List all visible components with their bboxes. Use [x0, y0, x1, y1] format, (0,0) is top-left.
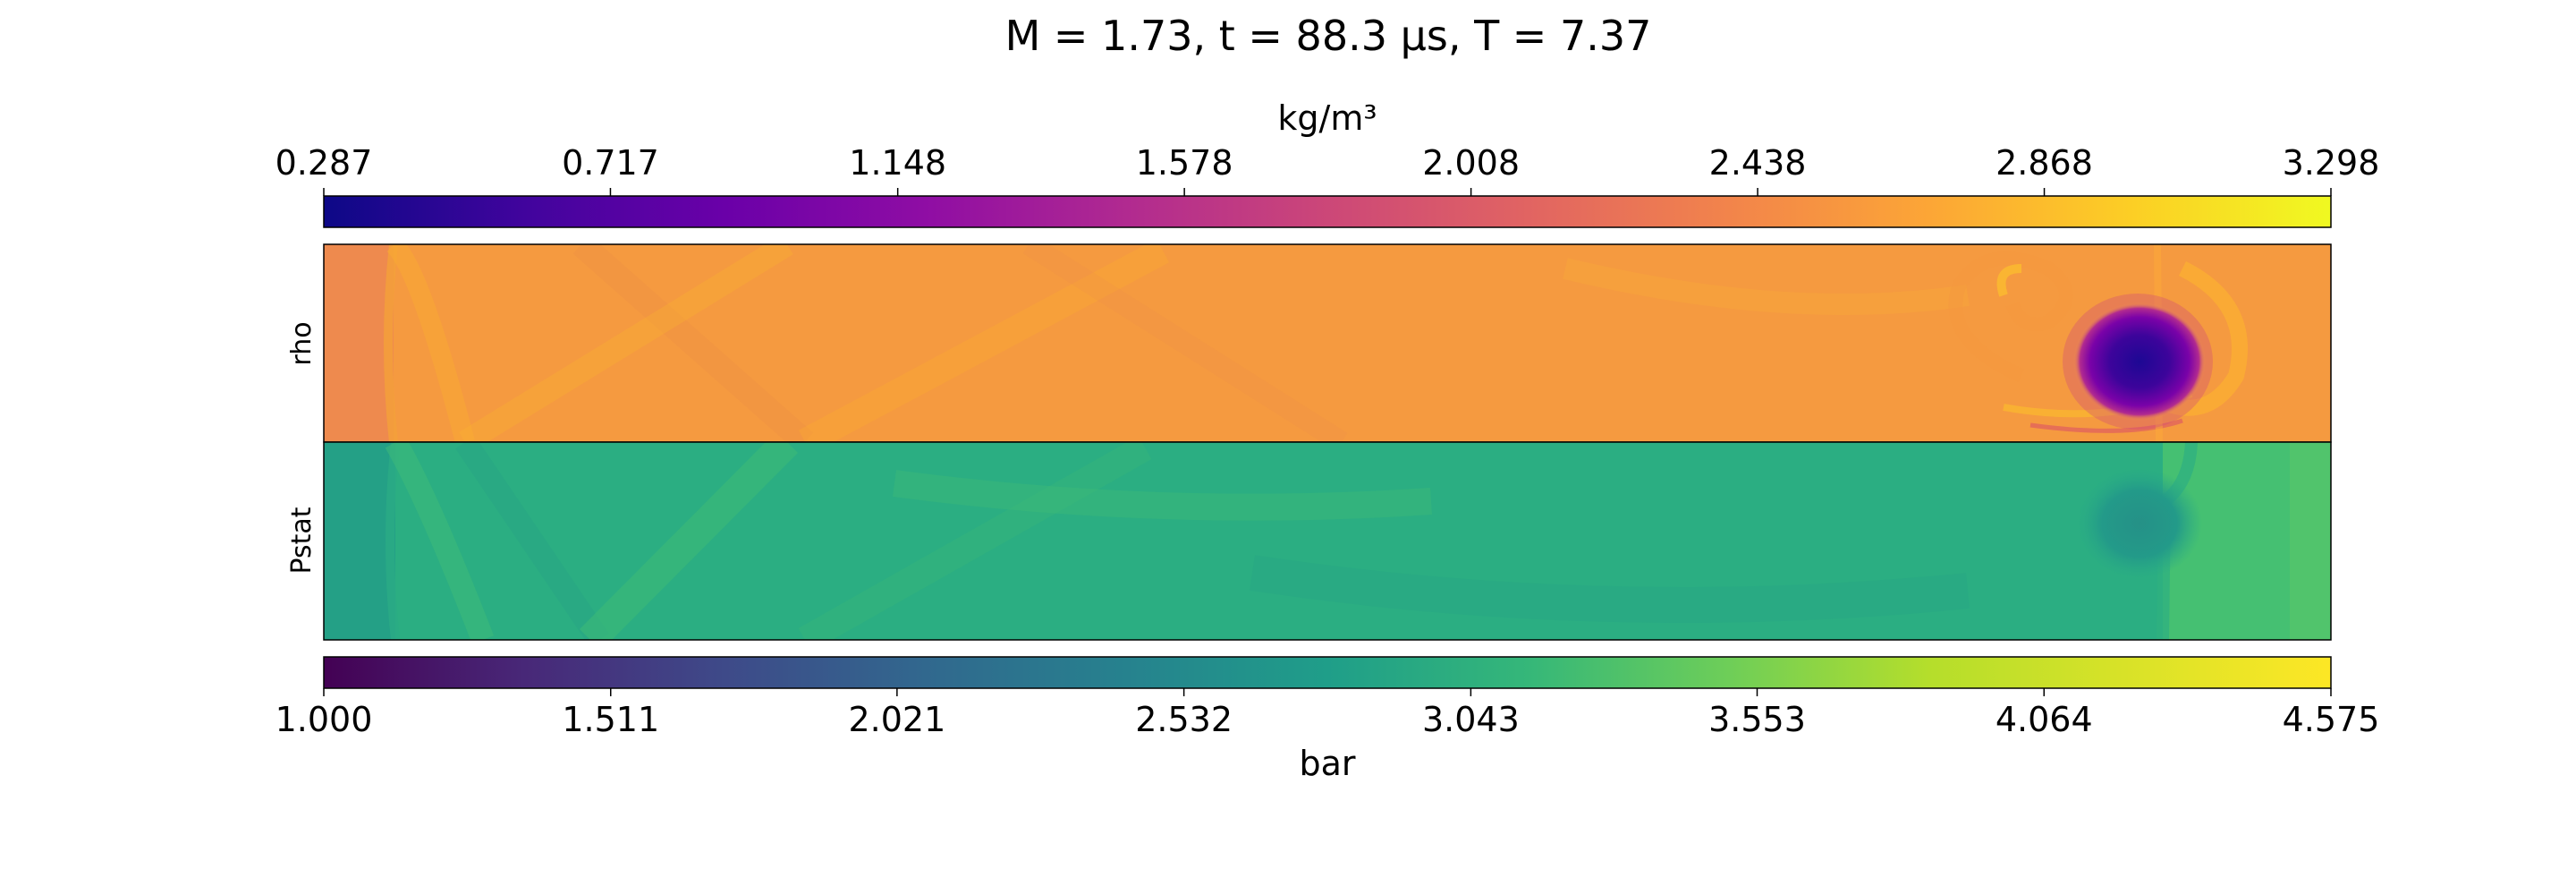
pressure-colorbar-tick-label: 2.021	[848, 700, 945, 739]
rho-shock-wave	[386, 244, 475, 442]
pstat-shock-wave	[1250, 555, 1970, 623]
rho-vortex-filament	[2029, 418, 2183, 433]
pstat-left-region	[324, 442, 395, 640]
rho-vortex-filament	[1996, 264, 2022, 297]
density-colorbar-tick-label: 0.287	[275, 143, 373, 183]
rho-shock-wave	[1563, 258, 1970, 315]
pstat-background	[324, 442, 2331, 640]
figure-title: M = 1.73, t = 88.3 μs, T = 7.37	[1005, 12, 1652, 60]
pressure-colorbar-tick-label: 3.043	[1422, 700, 1520, 739]
density-colorbar-tick-labels: 0.287 0.717 1.148 1.578 2.008 2.438 2.868 3.298	[275, 143, 2380, 183]
density-colorbar-label: kg/m³	[1277, 98, 1377, 138]
rho-leading-shock	[384, 244, 398, 442]
pstat-shock-wave	[455, 442, 609, 640]
density-colorbar-tick-label: 3.298	[2283, 143, 2380, 183]
pstat-shock-wave	[798, 442, 1152, 640]
rho-background	[324, 244, 2331, 442]
density-colorbar: kg/m³ 0.287 0.717 1.148 1.578 2.008 2.438 2.86…	[275, 98, 2380, 228]
pressure-colorbar-tick-label: 3.553	[1708, 700, 1806, 739]
density-colorbar-tick-label: 2.008	[1422, 143, 1520, 183]
rho-shock-wave	[798, 244, 1170, 442]
pstat-shock-wave	[893, 470, 1432, 521]
pressure-colorbar-ticks	[323, 688, 2332, 696]
pstat-panel-frame	[323, 441, 2332, 641]
pressure-colorbar: 1.000 1.511 2.021 2.532 3.043 3.553 4.064 4.575…	[275, 656, 2380, 783]
rho-left-region	[324, 244, 394, 442]
rho-panel: rho	[286, 243, 2332, 443]
rho-field	[324, 244, 2331, 442]
rho-shock-wave	[1022, 244, 1348, 442]
pressure-colorbar-tick-label: 1.000	[275, 700, 373, 739]
pstat-panel-label: Pstat	[286, 507, 318, 574]
rho-vortex-core	[2073, 302, 2206, 421]
density-colorbar-bar	[323, 195, 2332, 228]
pstat-shock-wave	[579, 442, 799, 640]
pstat-field	[324, 442, 2331, 640]
pressure-colorbar-tick-labels: 1.000 1.511 2.021 2.532 3.043 3.553 4.064 4.575	[275, 700, 2380, 739]
pstat-shock-wave	[385, 442, 495, 640]
rho-vortex-filament	[1948, 251, 2073, 383]
rho-panel-label: rho	[286, 321, 318, 365]
pstat-panel: Pstat	[286, 441, 2332, 641]
pressure-colorbar-tick-label: 4.064	[1996, 700, 2093, 739]
pstat-leading-shock	[386, 442, 400, 640]
density-colorbar-tick-label: 2.438	[1709, 143, 1807, 183]
density-colorbar-ticks	[323, 188, 2332, 196]
density-colorbar-tick-label: 0.717	[562, 143, 659, 183]
pressure-colorbar-tick-label: 4.575	[2283, 700, 2380, 739]
density-colorbar-tick-label: 1.148	[849, 143, 946, 183]
density-colorbar-tick-label: 1.578	[1136, 143, 1233, 183]
rho-vortex-filament	[2161, 260, 2248, 416]
pressure-colorbar-tick-label: 2.532	[1135, 700, 1233, 739]
rho-shock-wave	[572, 244, 814, 442]
pstat-vortex-core	[2077, 468, 2202, 579]
pressure-colorbar-bar	[323, 656, 2332, 689]
pressure-colorbar-tick-label: 1.511	[562, 700, 659, 739]
pstat-right-edge	[2290, 442, 2331, 640]
rho-shock-wave	[459, 244, 793, 442]
pressure-colorbar-label: bar	[1299, 744, 1355, 783]
density-colorbar-tick-label: 2.868	[1996, 143, 2093, 183]
